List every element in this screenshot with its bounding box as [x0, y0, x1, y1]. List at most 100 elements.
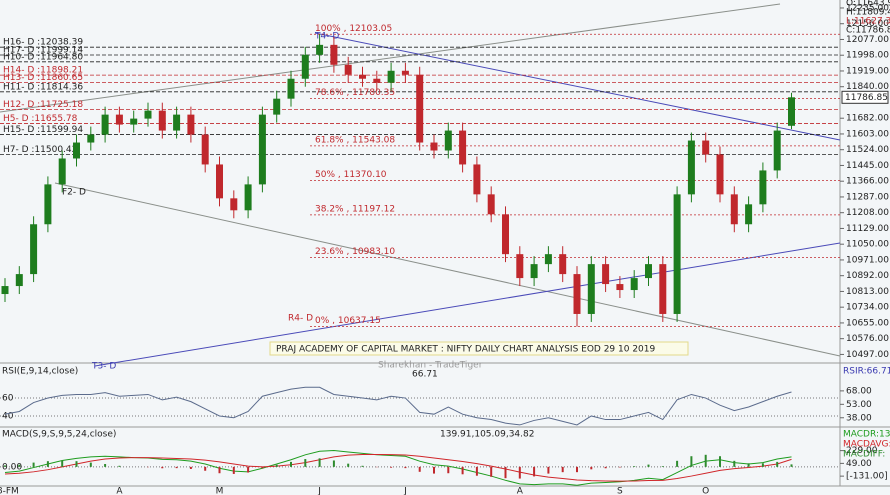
candle-body	[258, 114, 266, 185]
candle-body	[30, 224, 38, 275]
histogram-bar	[104, 464, 107, 467]
trendline	[0, 3, 781, 113]
candle-body	[373, 78, 381, 83]
macd-tick-label: 229.00	[846, 446, 878, 456]
candle-body	[502, 214, 509, 255]
rsi-tick-label: 68.00	[846, 386, 872, 396]
candle-body	[544, 254, 552, 265]
ohlc-text: C:11786.85	[846, 26, 890, 36]
trendline	[54, 182, 841, 357]
x-tick-label: A	[517, 487, 524, 495]
rsi-label: RSI(E,9,14,close)	[2, 367, 78, 377]
candle-body	[287, 78, 295, 99]
candle-body	[387, 70, 395, 83]
y-tick-label: 10734.00	[846, 303, 889, 313]
rsi-tick-label: 53.00	[846, 400, 872, 410]
y-tick-label: 12077.00	[846, 35, 889, 45]
candle-body	[401, 70, 409, 75]
histogram-bar	[447, 466, 450, 474]
ohlc-text: L:11627.35	[846, 17, 890, 27]
candle-body	[316, 44, 324, 55]
histogram-bar	[261, 466, 264, 469]
macd-tick-label: 49.00	[846, 459, 872, 469]
rsi-side-label: RSIR:66.71	[843, 367, 890, 377]
candle-body	[216, 164, 223, 199]
histogram-bar	[561, 466, 564, 473]
histogram-bar	[390, 466, 393, 468]
level-label: H12- D :11725.18	[3, 100, 83, 110]
line-label: F2- D	[62, 188, 86, 198]
y-tick-label: 11919.00	[846, 66, 889, 76]
level-label: H14- D :11898.21	[3, 66, 83, 76]
candle-body	[745, 204, 753, 225]
candle-body	[330, 44, 338, 65]
y-tick-label: 12235.00	[846, 3, 889, 13]
histogram-bar	[461, 466, 464, 475]
level-label: H15- D :11599.94	[3, 125, 83, 135]
macd-left-label: 0.00	[2, 462, 22, 472]
histogram-bar	[18, 464, 21, 467]
candle-body	[187, 114, 195, 135]
macd-tick-label: [-131.00]	[846, 472, 888, 482]
y-tick-label: 11366.00	[846, 177, 889, 187]
fib-label: 0% , 10637.15	[315, 316, 381, 326]
trendlines	[0, 3, 841, 367]
histogram-bar	[4, 465, 6, 467]
candle-body	[730, 194, 738, 225]
candle-body	[788, 97, 795, 126]
fib-label: 100% , 12103.05	[315, 24, 392, 34]
candle-body	[702, 140, 710, 155]
histogram-bar	[604, 466, 607, 469]
candle-body	[487, 194, 495, 215]
level-label: H13- D :11860.65	[3, 73, 83, 83]
line-label: T3- D	[91, 362, 116, 372]
candle-body	[73, 142, 80, 159]
histogram-bar	[490, 466, 493, 477]
candle-body	[101, 114, 109, 135]
histogram-bar	[189, 466, 192, 469]
candle-body	[587, 264, 595, 314]
candle-body	[759, 170, 767, 205]
line-label: R4- D	[288, 314, 313, 324]
y-tick-label: 10576.00	[846, 334, 889, 344]
histogram-bar	[719, 456, 721, 467]
candle-body	[459, 130, 467, 165]
fib-label: 23.6% , 10983.10	[315, 247, 395, 257]
candle-body	[344, 64, 352, 75]
y-tick-label: 11129.00	[846, 224, 889, 234]
y-tick-label: 11682.00	[846, 114, 889, 124]
histogram-bar	[618, 466, 621, 468]
candle-body	[630, 278, 638, 291]
histogram-bar	[290, 461, 292, 467]
candle-body	[573, 274, 581, 314]
histogram-bar	[676, 460, 679, 467]
y-tick-label: 11050.00	[846, 240, 889, 250]
candle-body	[444, 130, 452, 151]
macd-side-label: MACDR:139	[843, 430, 890, 440]
x-tick-label: J	[317, 487, 321, 495]
y-tick-label: 10497.00	[846, 350, 889, 360]
candle-body	[58, 158, 66, 185]
macd-line	[4, 453, 792, 482]
y-tick-label: 11603.00	[846, 129, 889, 139]
histogram-bar	[704, 454, 707, 467]
macd-readout: 139.91,105.09,34.82	[440, 430, 534, 440]
y-tick-label: 11840.00	[846, 82, 889, 92]
macd-side-label: MACDAVG:	[843, 440, 890, 450]
histogram-bar	[404, 466, 407, 469]
rsi-left-label: 40	[2, 411, 14, 421]
histogram-bar	[361, 465, 364, 467]
chart-title: PRAJ ACADEMY OF CAPITAL MARKET : NIFTY D…	[276, 345, 656, 355]
histogram-bar	[332, 460, 335, 467]
y-tick-label: 11208.00	[846, 208, 889, 218]
y-tick-label: 10655.00	[846, 318, 889, 328]
histogram-bar	[304, 459, 307, 467]
histogram-bar	[576, 466, 578, 473]
watermark: Sharekhan - TradeTiger	[378, 361, 483, 371]
candle-body	[144, 110, 152, 119]
histogram-bar	[761, 463, 764, 467]
candle-body	[430, 142, 438, 151]
histogram-bar	[590, 466, 593, 470]
histogram-bar	[418, 466, 421, 472]
histogram-bar	[518, 466, 521, 479]
